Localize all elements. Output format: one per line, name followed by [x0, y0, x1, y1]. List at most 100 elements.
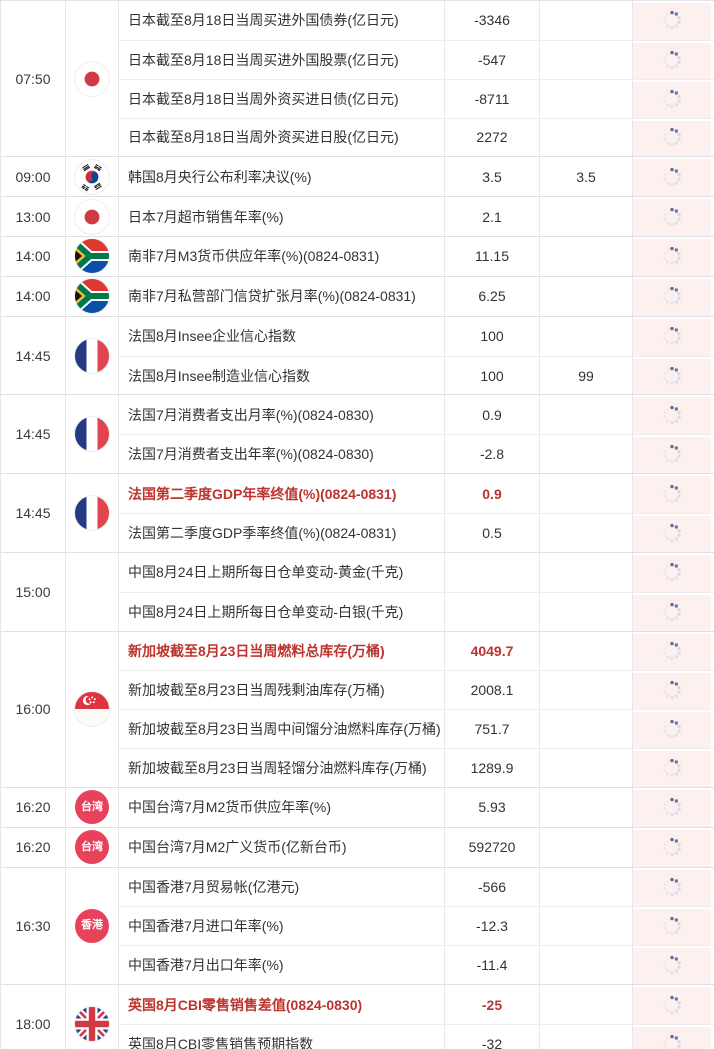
actual-value: 2272	[445, 118, 540, 157]
event-name: 日本截至8月18日当周外资买进日股(亿日元)	[119, 118, 445, 157]
row-action-cell[interactable]	[633, 474, 714, 513]
time-cell: 07:50	[1, 1, 66, 157]
forecast-value	[540, 946, 633, 985]
calendar-row[interactable]: 日本截至8月18日当周买进外国股票(亿日元) -547	[119, 39, 714, 79]
calendar-row[interactable]: 法国7月消费者支出年率(%)(0824-0830) -2.8	[119, 434, 714, 474]
calendar-group: 14:45 法国7月消费者支出月率(%)(0824-0830) 0.9 法国7月消费…	[1, 394, 714, 474]
calendar-row[interactable]: 英国8月CBI零售销售预期指数 -32	[119, 1023, 714, 1049]
actual-value: 2.1	[445, 197, 540, 237]
loading-spinner-icon	[661, 483, 683, 505]
forecast-value	[540, 513, 633, 552]
calendar-row[interactable]: 法国第二季度GDP年率终值(%)(0824-0831) 0.9	[119, 474, 714, 513]
calendar-group: 16:20 台湾 中国台湾7月M2广义货币(亿新台币) 592720	[1, 826, 714, 867]
calendar-row[interactable]: 南非7月私营部门信贷扩张月率(%)(0824-0831) 6.25	[119, 276, 714, 316]
row-action-cell[interactable]	[633, 867, 714, 907]
calendar-group: 14:00 南非7月私营部门信贷扩张月率(%)(0824-0831) 6.25	[1, 275, 714, 316]
taiwan-badge-icon: 台湾	[66, 787, 119, 827]
calendar-row[interactable]: 韩国8月央行公布利率决议(%) 3.5 3.5	[119, 157, 714, 197]
row-action-cell[interactable]	[633, 1024, 714, 1049]
forecast-value	[540, 592, 633, 631]
actual-value: 4049.7	[445, 631, 540, 671]
event-name: 日本7月超市销售年率(%)	[119, 197, 445, 237]
loading-spinner-icon	[661, 365, 683, 387]
calendar-group: 14:45 法国8月Insee企业信心指数 100 法国8月Insee制造业信心指数…	[1, 315, 714, 395]
calendar-row[interactable]: 新加坡截至8月23日当周燃料总库存(万桶) 4049.7	[119, 631, 714, 671]
actual-value: -8711	[445, 79, 540, 118]
row-action-cell[interactable]	[633, 787, 714, 827]
calendar-group: 18:00 英国8月CBI零售销售差值(0824-0830) -25 英国8月CBI…	[1, 984, 714, 1049]
time-cell: 16:00	[1, 631, 66, 787]
row-action-cell[interactable]	[633, 631, 714, 671]
row-action-cell[interactable]	[633, 40, 714, 79]
row-action-cell[interactable]	[633, 827, 714, 867]
france-flag-icon	[66, 395, 119, 474]
loading-spinner-icon	[661, 679, 683, 701]
actual-value: 100	[445, 356, 540, 395]
actual-value: 0.5	[445, 513, 540, 552]
event-name: 法国第二季度GDP季率终值(%)(0824-0831)	[119, 513, 445, 552]
row-action-cell[interactable]	[633, 985, 714, 1024]
calendar-row[interactable]: 新加坡截至8月23日当周残剩油库存(万桶) 2008.1	[119, 670, 714, 710]
row-action-cell[interactable]	[633, 749, 714, 787]
actual-value	[445, 592, 540, 631]
calendar-row[interactable]: 中国8月24日上期所每日仓单变动-黄金(千克)	[119, 552, 714, 592]
actual-value: 2008.1	[445, 671, 540, 710]
row-action-cell[interactable]	[633, 671, 714, 710]
row-action-cell[interactable]	[633, 1, 714, 40]
calendar-row[interactable]: 新加坡截至8月23日当周中间馏分油燃料库存(万桶) 751.7	[119, 709, 714, 749]
hongkong-badge-icon: 香港	[66, 867, 119, 985]
singapore-flag-icon	[66, 631, 119, 787]
loading-spinner-icon	[661, 796, 683, 818]
france-flag-icon	[66, 474, 119, 552]
actual-value: 1289.9	[445, 749, 540, 787]
row-action-cell[interactable]	[633, 946, 714, 985]
row-action-cell[interactable]	[633, 907, 714, 946]
actual-value: 5.93	[445, 787, 540, 827]
calendar-row[interactable]: 日本7月超市销售年率(%) 2.1	[119, 197, 714, 237]
calendar-row[interactable]: 中国台湾7月M2货币供应年率(%) 5.93	[119, 787, 714, 827]
forecast-value	[540, 40, 633, 79]
row-action-cell[interactable]	[633, 157, 714, 197]
event-name: 中国8月24日上期所每日仓单变动-白银(千克)	[119, 592, 445, 631]
loading-spinner-icon	[661, 88, 683, 110]
calendar-row[interactable]: 中国香港7月贸易帐(亿港元) -566	[119, 867, 714, 907]
forecast-value	[540, 435, 633, 474]
row-action-cell[interactable]	[633, 197, 714, 237]
row-action-cell[interactable]	[633, 276, 714, 316]
row-action-cell[interactable]	[633, 592, 714, 631]
calendar-row[interactable]: 日本截至8月18日当周买进外国债券(亿日元) -3346	[119, 1, 714, 40]
row-action-cell[interactable]	[633, 316, 714, 356]
row-action-cell[interactable]	[633, 237, 714, 276]
row-action-cell[interactable]	[633, 79, 714, 118]
calendar-row[interactable]: 中国香港7月出口年率(%) -11.4	[119, 945, 714, 985]
row-action-cell[interactable]	[633, 356, 714, 395]
calendar-group: 13:00 日本7月超市销售年率(%) 2.1	[1, 196, 714, 237]
row-action-cell[interactable]	[633, 710, 714, 749]
calendar-row[interactable]: 英国8月CBI零售销售差值(0824-0830) -25	[119, 985, 714, 1024]
row-action-cell[interactable]	[633, 552, 714, 592]
forecast-value	[540, 1024, 633, 1049]
row-action-cell[interactable]	[633, 513, 714, 552]
calendar-row[interactable]: 日本截至8月18日当周外资买进日债(亿日元) -8711	[119, 78, 714, 118]
calendar-row[interactable]: 日本截至8月18日当周外资买进日股(亿日元) 2272	[119, 117, 714, 157]
calendar-row[interactable]: 中国8月24日上期所每日仓单变动-白银(千克)	[119, 591, 714, 631]
calendar-row[interactable]: 中国台湾7月M2广义货币(亿新台币) 592720	[119, 827, 714, 867]
event-name: 南非7月私营部门信贷扩张月率(%)(0824-0831)	[119, 276, 445, 316]
calendar-row[interactable]: 法国7月消费者支出月率(%)(0824-0830) 0.9	[119, 395, 714, 435]
calendar-row[interactable]: 南非7月M3货币供应年率(%)(0824-0831) 11.15	[119, 237, 714, 276]
calendar-row[interactable]: 法国8月Insee制造业信心指数 100 99	[119, 355, 714, 395]
calendar-row[interactable]: 法国8月Insee企业信心指数 100	[119, 316, 714, 356]
loading-spinner-icon	[661, 285, 683, 307]
loading-spinner-icon	[661, 166, 683, 188]
calendar-row[interactable]: 中国香港7月进口年率(%) -12.3	[119, 906, 714, 946]
event-name: 新加坡截至8月23日当周中间馏分油燃料库存(万桶)	[119, 710, 445, 749]
row-action-cell[interactable]	[633, 395, 714, 435]
row-action-cell[interactable]	[633, 435, 714, 474]
time-cell: 14:00	[1, 237, 66, 276]
forecast-value: 3.5	[540, 157, 633, 197]
actual-value: -11.4	[445, 946, 540, 985]
row-action-cell[interactable]	[633, 118, 714, 157]
calendar-row[interactable]: 新加坡截至8月23日当周轻馏分油燃料库存(万桶) 1289.9	[119, 748, 714, 787]
calendar-row[interactable]: 法国第二季度GDP季率终值(%)(0824-0831) 0.5	[119, 512, 714, 552]
forecast-value	[540, 907, 633, 946]
